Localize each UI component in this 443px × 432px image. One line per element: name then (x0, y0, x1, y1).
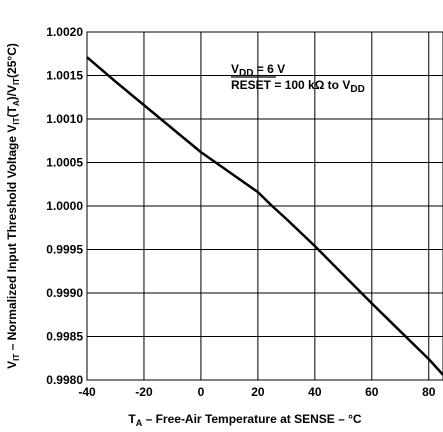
x-tick-label: 60 (365, 385, 379, 399)
series-group (86, 56, 443, 376)
y-tick-label: 0.9985 (46, 330, 83, 344)
annotation: VDD = 6 V RESET = 100 kΩ to VDD (231, 62, 365, 95)
x-tick-label: -40 (78, 385, 96, 399)
grid (86, 31, 443, 381)
series-line (86, 56, 443, 376)
y-tick-label: 1.0020 (46, 25, 83, 39)
y-tick-labels: 0.9980 0.9985 0.9990 0.9995 1.0000 1.0005 1.00… (46, 25, 83, 387)
y-tick-label: 0.9980 (46, 373, 83, 387)
annotation-reset: RESET = 100 kΩ to VDD (231, 78, 365, 95)
x-axis-title: TA – Free-Air Temperature at SENSE – °C (128, 412, 361, 428)
y-tick-label: 1.0000 (46, 199, 83, 213)
y-tick-label: 0.9990 (46, 286, 83, 300)
x-tick-label: -20 (135, 385, 153, 399)
y-axis-title: VIT – Normalized Input Threshold Voltage… (5, 43, 21, 369)
x-tick-label: 20 (251, 385, 265, 399)
y-tick-label: 1.0010 (46, 112, 83, 126)
x-tick-label: 80 (422, 385, 436, 399)
y-tick-label: 1.0005 (46, 156, 83, 170)
y-tick-label: 0.9995 (46, 243, 83, 257)
y-tick-label: 1.0015 (46, 69, 83, 83)
x-tick-label: 40 (308, 385, 322, 399)
x-tick-label: 0 (198, 385, 205, 399)
annotation-vdd: VDD = 6 V (231, 62, 285, 79)
x-tick-labels: -40 -20 0 20 40 60 80 (78, 385, 435, 399)
